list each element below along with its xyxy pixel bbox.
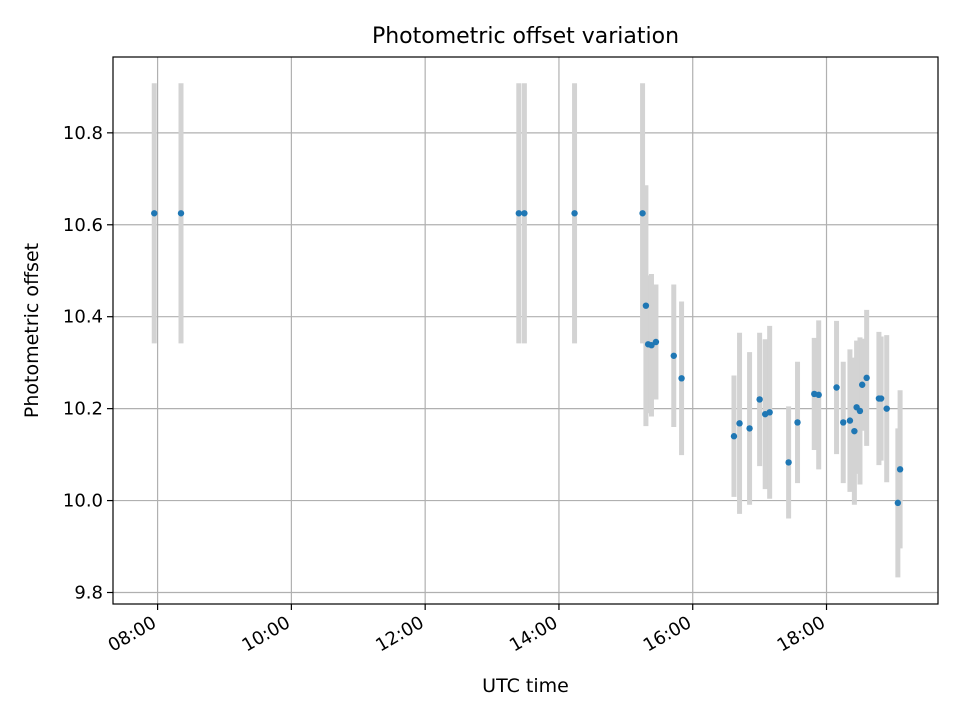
data-point [151, 210, 158, 217]
data-point [858, 381, 866, 388]
y-tick-label: 9.8 [74, 583, 103, 604]
axes-frame [112, 56, 939, 605]
data-point [736, 420, 743, 427]
y-axis-label: Photometric offset [21, 243, 43, 418]
data-point [652, 338, 660, 346]
data-point [648, 342, 655, 349]
data-point [756, 396, 763, 403]
data-point [896, 466, 904, 473]
data-point [851, 427, 858, 435]
data-point [521, 210, 528, 217]
data-point [863, 374, 870, 382]
data-point [515, 210, 523, 217]
data-point [766, 409, 773, 416]
data-point [785, 459, 792, 466]
y-axis-ticks: 9.8 10.0 10.2 10.4 10.6 10.8 [63, 123, 113, 604]
data-point [794, 419, 801, 426]
data-point [877, 395, 885, 402]
data-point [746, 425, 753, 432]
y-tick-label: 10.4 [63, 307, 103, 328]
data-point [856, 407, 864, 415]
data-point [571, 210, 578, 217]
x-axis-label: UTC time [482, 675, 569, 697]
data-point [840, 419, 847, 426]
data-point [815, 391, 822, 399]
y-tick-label: 10.8 [63, 123, 103, 144]
data-point [177, 210, 185, 217]
data-point [670, 352, 677, 359]
data-point [730, 433, 738, 440]
y-tick-label: 10.0 [63, 491, 103, 512]
data-point [639, 210, 646, 217]
data-point [894, 499, 902, 507]
data-point [833, 384, 840, 391]
data-point [642, 302, 650, 309]
chart-title: Photometric offset variation [372, 24, 679, 49]
data-point [883, 405, 890, 412]
y-tick-label: 10.6 [63, 215, 103, 236]
data-point [846, 417, 854, 424]
y-tick-label: 10.2 [63, 399, 103, 420]
marker-layer [151, 210, 904, 507]
data-point [678, 375, 685, 382]
